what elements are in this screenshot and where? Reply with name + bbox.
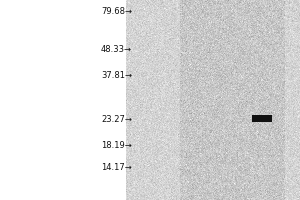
Text: 18.19→: 18.19→ <box>101 140 132 150</box>
Text: 14.17→: 14.17→ <box>101 164 132 172</box>
Text: 37.81→: 37.81→ <box>101 71 132 79</box>
Text: 23.27→: 23.27→ <box>101 114 132 123</box>
Text: 79.68→: 79.68→ <box>101 6 132 16</box>
Text: 48.33→: 48.33→ <box>101 45 132 53</box>
